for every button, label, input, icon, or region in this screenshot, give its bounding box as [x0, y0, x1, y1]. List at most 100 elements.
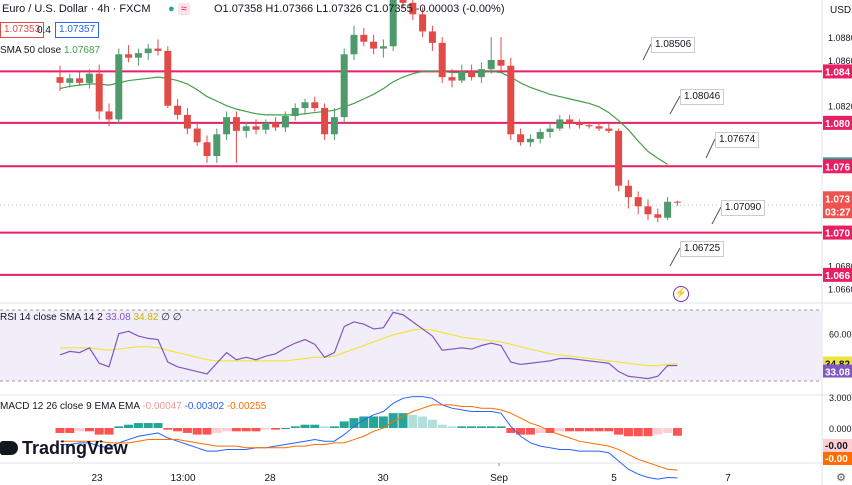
candle-body: [95, 73, 103, 112]
y-tick-label: 1.0820: [828, 102, 852, 112]
price-axis-tag-label: 1.066: [825, 271, 850, 282]
candle-body: [321, 108, 329, 135]
macd-histogram-value: -0.00047: [142, 401, 182, 412]
macd-histogram-bar: [202, 428, 212, 435]
x-tick-label: 7: [725, 473, 731, 484]
macd-histogram-bar: [663, 428, 673, 433]
macd-histogram-bar: [173, 428, 183, 432]
candle-body: [66, 78, 74, 83]
candle-body: [183, 114, 191, 129]
macd-histogram-bar: [212, 428, 222, 433]
level-label-2[interactable]: 1.08046: [680, 89, 725, 105]
price-axis-tag: [823, 115, 852, 130]
rsi-legend[interactable]: RSI 14 close SMA 14 2 33.08 34.82 ∅ ∅: [0, 311, 181, 325]
rsi-extra-2: ∅: [172, 312, 182, 323]
macd-histogram-bar: [623, 428, 633, 437]
sma-value: 1.07687: [63, 45, 101, 56]
price-axis-tag: [823, 225, 852, 240]
candle-body: [526, 138, 534, 143]
candle-body: [448, 77, 456, 81]
level-label-1[interactable]: 1.08506: [651, 37, 696, 53]
macd-histogram-bar: [525, 428, 535, 435]
annotation-leader: [669, 247, 681, 267]
price-axis-tag: [823, 64, 852, 79]
macd-histogram-bar: [584, 428, 594, 432]
buy-button[interactable]: 1.07357: [55, 22, 100, 38]
rsi-band: [0, 310, 822, 381]
candle-body: [76, 78, 84, 83]
rsi-line: [59, 311, 678, 380]
macd-histogram-bar: [133, 423, 143, 428]
candle-body: [389, 0, 397, 47]
macd-histogram-bar: [555, 428, 565, 432]
annotation-leader: [705, 138, 716, 159]
macd-histogram-bar: [349, 418, 359, 428]
candle-body: [605, 128, 613, 131]
level-label-4[interactable]: 1.07090: [721, 200, 766, 216]
level-label-5[interactable]: 1.06725: [680, 241, 725, 257]
candle-body: [517, 134, 525, 143]
candle-body: [370, 41, 378, 49]
candle-body: [507, 65, 515, 135]
macd-histogram-bar: [271, 428, 281, 430]
candle-body: [301, 102, 309, 108]
candle-body: [497, 60, 505, 66]
sma-legend[interactable]: SMA 50 close 1.07687: [0, 44, 100, 58]
macd-histogram-bar: [378, 416, 388, 428]
macd-histogram-bar: [222, 428, 232, 432]
candle-body: [409, 2, 417, 15]
macd-histogram-bar: [84, 428, 94, 432]
rsi-value-tag: [823, 364, 852, 378]
macd-histogram-bar: [231, 428, 241, 432]
macd-histogram-bar: [182, 428, 192, 433]
candle-body: [585, 125, 593, 127]
candle-body: [213, 134, 221, 156]
ohlc-readout: O1.07358 H1.07366 L1.07326 C1.07355 -0.0…: [214, 3, 505, 15]
y-tick-label: 1.0880: [828, 33, 852, 43]
macd-signal-value: -0.00255: [226, 401, 267, 412]
candle-body: [281, 116, 289, 128]
x-tick-label: 30: [377, 473, 389, 484]
candle-body: [272, 122, 280, 128]
price-axis-tag-label: 1.080: [825, 119, 850, 130]
candle-body: [624, 185, 632, 198]
lightning-icon[interactable]: ⚡: [673, 286, 689, 302]
macd-histogram-bar: [261, 428, 271, 430]
candle-body: [350, 34, 358, 55]
symbol-title[interactable]: Euro / U.S. Dollar · 4h · FXCM: [2, 3, 151, 15]
macd-signal-tag: [823, 452, 852, 465]
macd-histogram-bar: [418, 416, 428, 428]
sma-label: SMA 50 close: [0, 45, 62, 56]
rsi-value: 33.08: [105, 312, 131, 323]
sell-button[interactable]: 1.07353: [0, 22, 45, 38]
level-label-3[interactable]: 1.07674: [715, 132, 760, 148]
macd-histogram-bar: [300, 424, 310, 428]
price-axis-tag: [823, 204, 852, 219]
candle-body: [428, 31, 436, 43]
sma-line: [59, 70, 668, 165]
macd-histogram-bar: [574, 428, 584, 432]
macd-histogram-bar: [339, 421, 349, 428]
price-axis-tag: [823, 267, 852, 282]
price-axis-tag: [823, 159, 852, 174]
rsi-extra-1: ∅: [161, 312, 170, 323]
candle-body: [154, 48, 162, 51]
candle-body: [311, 102, 319, 108]
currency-label: USD: [830, 5, 852, 16]
candle-body: [262, 122, 270, 130]
macd-histogram-bar: [65, 428, 75, 433]
macd-label: MACD 12 26 close 9 EMA EMA: [0, 401, 140, 412]
macd-signal-tag-label: -0.00: [825, 454, 848, 465]
macd-histogram-bar: [545, 428, 555, 433]
candle-body: [174, 105, 182, 115]
macd-histogram-bar: [320, 426, 330, 428]
x-tick-label: 28: [264, 473, 276, 484]
candle-body: [615, 130, 623, 186]
macd-histogram-bar: [594, 428, 604, 432]
rsi-sma-value: 34.82: [133, 312, 159, 323]
candle-body: [193, 128, 201, 143]
macd-legend[interactable]: MACD 12 26 close 9 EMA EMA -0.00047 -0.0…: [0, 400, 266, 414]
macd-histogram-bar: [476, 426, 486, 428]
macd-histogram-bar: [310, 424, 320, 428]
